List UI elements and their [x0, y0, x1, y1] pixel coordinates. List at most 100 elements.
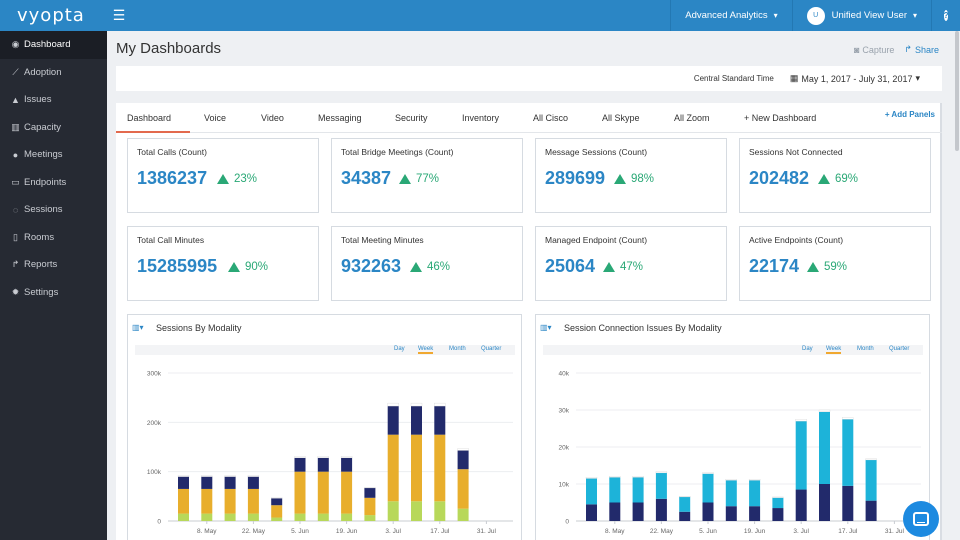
bar-segment[interactable]: [725, 506, 737, 521]
bar-segment[interactable]: [294, 513, 306, 521]
bar-segment[interactable]: [387, 406, 399, 435]
sidebar-item-issues[interactable]: ▲ Issues: [0, 86, 107, 114]
stat-card[interactable]: Total Call Minutes 15285995 90%: [127, 226, 319, 301]
bar-segment[interactable]: [271, 505, 283, 518]
help-button[interactable]: ?: [931, 0, 960, 31]
sidebar-item-adoption[interactable]: ⟋ Adoption: [0, 59, 107, 87]
bar-segment[interactable]: [224, 513, 236, 521]
tab-dashboard[interactable]: Dashboard: [127, 113, 172, 123]
bar-segment[interactable]: [364, 515, 376, 521]
bar-segment[interactable]: [865, 458, 877, 461]
bar-segment[interactable]: [772, 508, 784, 521]
bar-segment[interactable]: [178, 513, 189, 521]
add-panels-button[interactable]: + Add Panels: [884, 110, 935, 119]
bar-segment[interactable]: [655, 471, 668, 474]
bar-segment[interactable]: [201, 488, 213, 514]
tab-all-zoom[interactable]: All Zoom: [674, 113, 710, 123]
bar-segment[interactable]: [609, 476, 621, 478]
bar-segment[interactable]: [201, 513, 213, 521]
stat-card[interactable]: Sessions Not Connected 202482 69%: [739, 138, 931, 213]
bar-segment[interactable]: [177, 475, 190, 477]
bar-segment[interactable]: [224, 476, 236, 489]
range-quarter[interactable]: Quarter: [889, 346, 910, 352]
vyopta-logo[interactable]: vyopta: [0, 0, 107, 31]
bar-segment[interactable]: [702, 472, 714, 474]
bar-segment[interactable]: [795, 419, 807, 422]
bar-segment[interactable]: [411, 406, 422, 435]
bar-segment[interactable]: [387, 402, 399, 407]
bar-segment[interactable]: [749, 506, 761, 521]
bar-segment[interactable]: [748, 479, 761, 481]
bar-segment[interactable]: [702, 502, 714, 522]
sidebar-item-meetings[interactable]: ● Meetings: [0, 141, 107, 169]
tab-security[interactable]: Security: [395, 113, 428, 123]
bar-segment[interactable]: [247, 488, 259, 514]
bar-segment[interactable]: [655, 472, 667, 499]
tab-new-dashboard[interactable]: + New Dashboard: [744, 113, 817, 123]
bar-segment[interactable]: [247, 476, 259, 489]
bar-segment[interactable]: [632, 502, 644, 522]
bar-segment[interactable]: [387, 501, 399, 521]
bar-segment[interactable]: [702, 473, 714, 503]
tab-inventory[interactable]: Inventory: [462, 113, 500, 123]
stat-card[interactable]: Total Calls (Count) 1386237 23%: [127, 138, 319, 213]
share-button[interactable]: ↱ Share: [904, 44, 939, 55]
bar-segment[interactable]: [201, 475, 213, 477]
bar-segment[interactable]: [457, 469, 469, 509]
stat-card[interactable]: Total Bridge Meetings (Count) 34387 77%: [331, 138, 523, 213]
tab-all-skype[interactable]: All Skype: [602, 113, 640, 123]
chart-type-icon[interactable]: ▥▾: [132, 323, 144, 332]
bar-segment[interactable]: [842, 419, 854, 486]
bar-segment[interactable]: [434, 501, 446, 521]
bar-segment[interactable]: [294, 456, 306, 459]
tab-video[interactable]: Video: [261, 113, 284, 123]
bar-segment[interactable]: [271, 498, 283, 506]
sidebar-item-endpoints[interactable]: ▭ Endpoints: [0, 169, 107, 197]
tab-all-cisco[interactable]: All Cisco: [533, 113, 569, 123]
stat-card[interactable]: Message Sessions (Count) 289699 98%: [535, 138, 727, 213]
bar-segment[interactable]: [247, 475, 260, 477]
sidebar-item-sessions[interactable]: ◌ Sessions: [0, 196, 107, 224]
bar-segment[interactable]: [586, 504, 597, 521]
stat-card[interactable]: Managed Endpoint (Count) 25064 47%: [535, 226, 727, 301]
sidebar-item-capacity[interactable]: ▥ Capacity: [0, 114, 107, 142]
range-day[interactable]: Day: [394, 346, 405, 352]
sidebar-item-reports[interactable]: ↱ Reports: [0, 251, 107, 279]
range-day[interactable]: Day: [802, 346, 813, 352]
bar-segment[interactable]: [364, 497, 376, 516]
capture-button[interactable]: ◙ Capture: [854, 44, 894, 55]
chart-type-icon[interactable]: ▥▾: [540, 323, 552, 332]
bar-segment[interactable]: [317, 457, 329, 472]
bar-segment[interactable]: [655, 498, 667, 521]
bar-segment[interactable]: [434, 402, 446, 407]
bar-segment[interactable]: [725, 479, 737, 481]
user-menu[interactable]: U Unified View User ▾: [791, 0, 931, 31]
bar-segment[interactable]: [341, 513, 353, 521]
bar-segment[interactable]: [457, 508, 469, 521]
bar-segment[interactable]: [410, 402, 423, 407]
bar-segment[interactable]: [865, 459, 877, 501]
bar-segment[interactable]: [341, 471, 353, 514]
bar-segment[interactable]: [632, 477, 644, 503]
bar-segment[interactable]: [632, 476, 644, 478]
range-week[interactable]: Week: [418, 346, 434, 354]
bar-segment[interactable]: [340, 456, 353, 459]
bar-segment[interactable]: [178, 476, 189, 489]
bar-segment[interactable]: [819, 484, 830, 521]
bar-segment[interactable]: [224, 488, 236, 514]
sidebar-item-rooms[interactable]: ▯ Rooms: [0, 224, 107, 252]
date-range-picker[interactable]: ▦ May 1, 2017 - July 31, 2017 ▾: [790, 73, 920, 84]
bar-segment[interactable]: [411, 501, 422, 521]
bar-segment[interactable]: [434, 434, 446, 502]
bar-segment[interactable]: [749, 480, 761, 507]
hamburger-menu-icon[interactable]: ☰: [112, 7, 126, 23]
bar-segment[interactable]: [364, 487, 376, 498]
range-month[interactable]: Month: [449, 346, 466, 352]
tab-voice[interactable]: Voice: [204, 113, 227, 123]
bar-segment[interactable]: [457, 450, 469, 470]
range-quarter[interactable]: Quarter: [481, 346, 502, 352]
bar-segment[interactable]: [679, 496, 691, 512]
bar-segment[interactable]: [795, 489, 807, 521]
scrollbar-thumb[interactable]: [955, 31, 959, 151]
sidebar-item-dashboard[interactable]: ◉ Dashboard: [0, 31, 107, 59]
